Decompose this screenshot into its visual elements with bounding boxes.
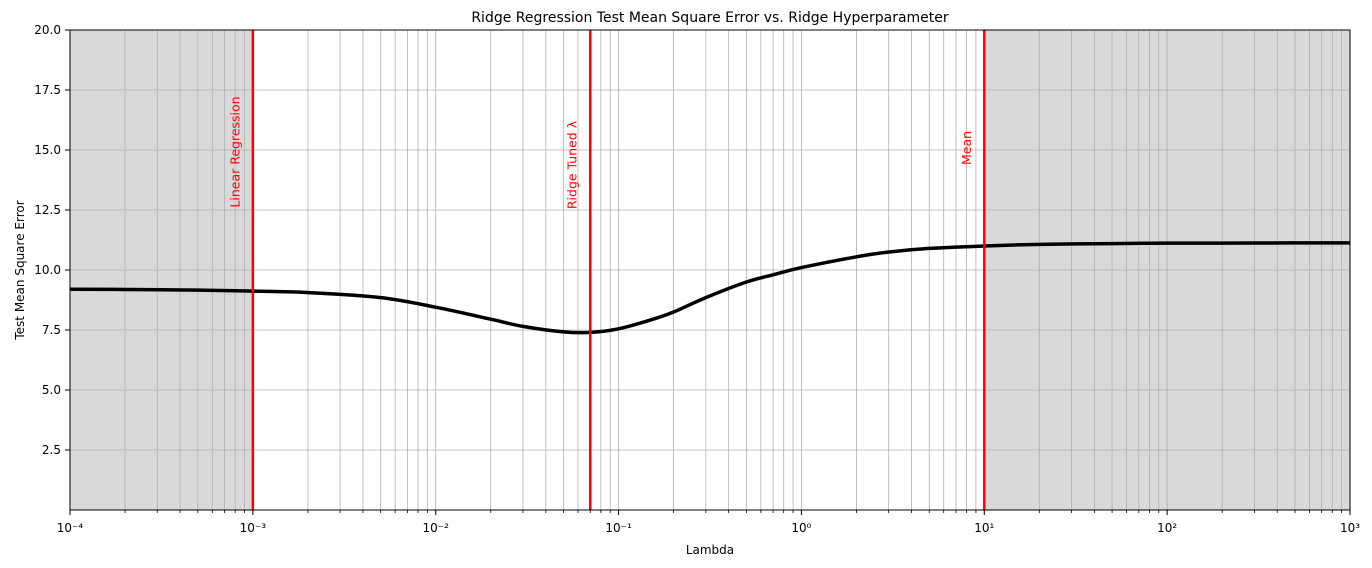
vertical-lines: Linear Regression Ridge Tuned λ Mean (227, 30, 986, 510)
y-axis-label: Test Mean Square Error (13, 200, 27, 340)
x-tick-label: 10⁻¹ (605, 521, 632, 535)
series-line (69, 241, 1351, 335)
y-tick-label: 2.5 (42, 443, 61, 457)
vertical-line-label: Mean (959, 131, 974, 165)
x-tick-label: 10¹ (974, 521, 994, 535)
y-tick-label: 5.0 (42, 383, 61, 397)
x-tick-label: 10³ (1340, 521, 1360, 535)
vertical-line-label: Linear Regression (227, 96, 242, 207)
y-tick-label: 12.5 (34, 203, 61, 217)
y-tick-label: 20.0 (34, 23, 61, 37)
x-tick-label: 10⁻² (423, 521, 450, 535)
chart-title: Ridge Regression Test Mean Square Error … (471, 10, 949, 26)
axis-ticks: 10⁻⁴ 10⁻³ 10⁻² 10⁻¹ 10⁰ 10¹ 10² 10³ 2.5 5.0 7.5 10.… (34, 23, 1360, 535)
x-tick-label: 10⁻⁴ (57, 521, 84, 535)
x-axis-label: Lambda (686, 543, 734, 557)
series-layer (69, 241, 1351, 335)
x-tick-label: 10² (1157, 521, 1177, 535)
x-tick-label: 10⁰ (791, 521, 811, 535)
y-tick-label: 10.0 (34, 263, 61, 277)
grid-lines (69, 29, 1351, 510)
y-tick-label: 15.0 (34, 143, 61, 157)
vertical-line-label: Ridge Tuned λ (565, 120, 580, 209)
y-tick-label: 17.5 (34, 83, 61, 97)
x-tick-label: 10⁻³ (240, 521, 267, 535)
y-tick-label: 7.5 (42, 323, 61, 337)
